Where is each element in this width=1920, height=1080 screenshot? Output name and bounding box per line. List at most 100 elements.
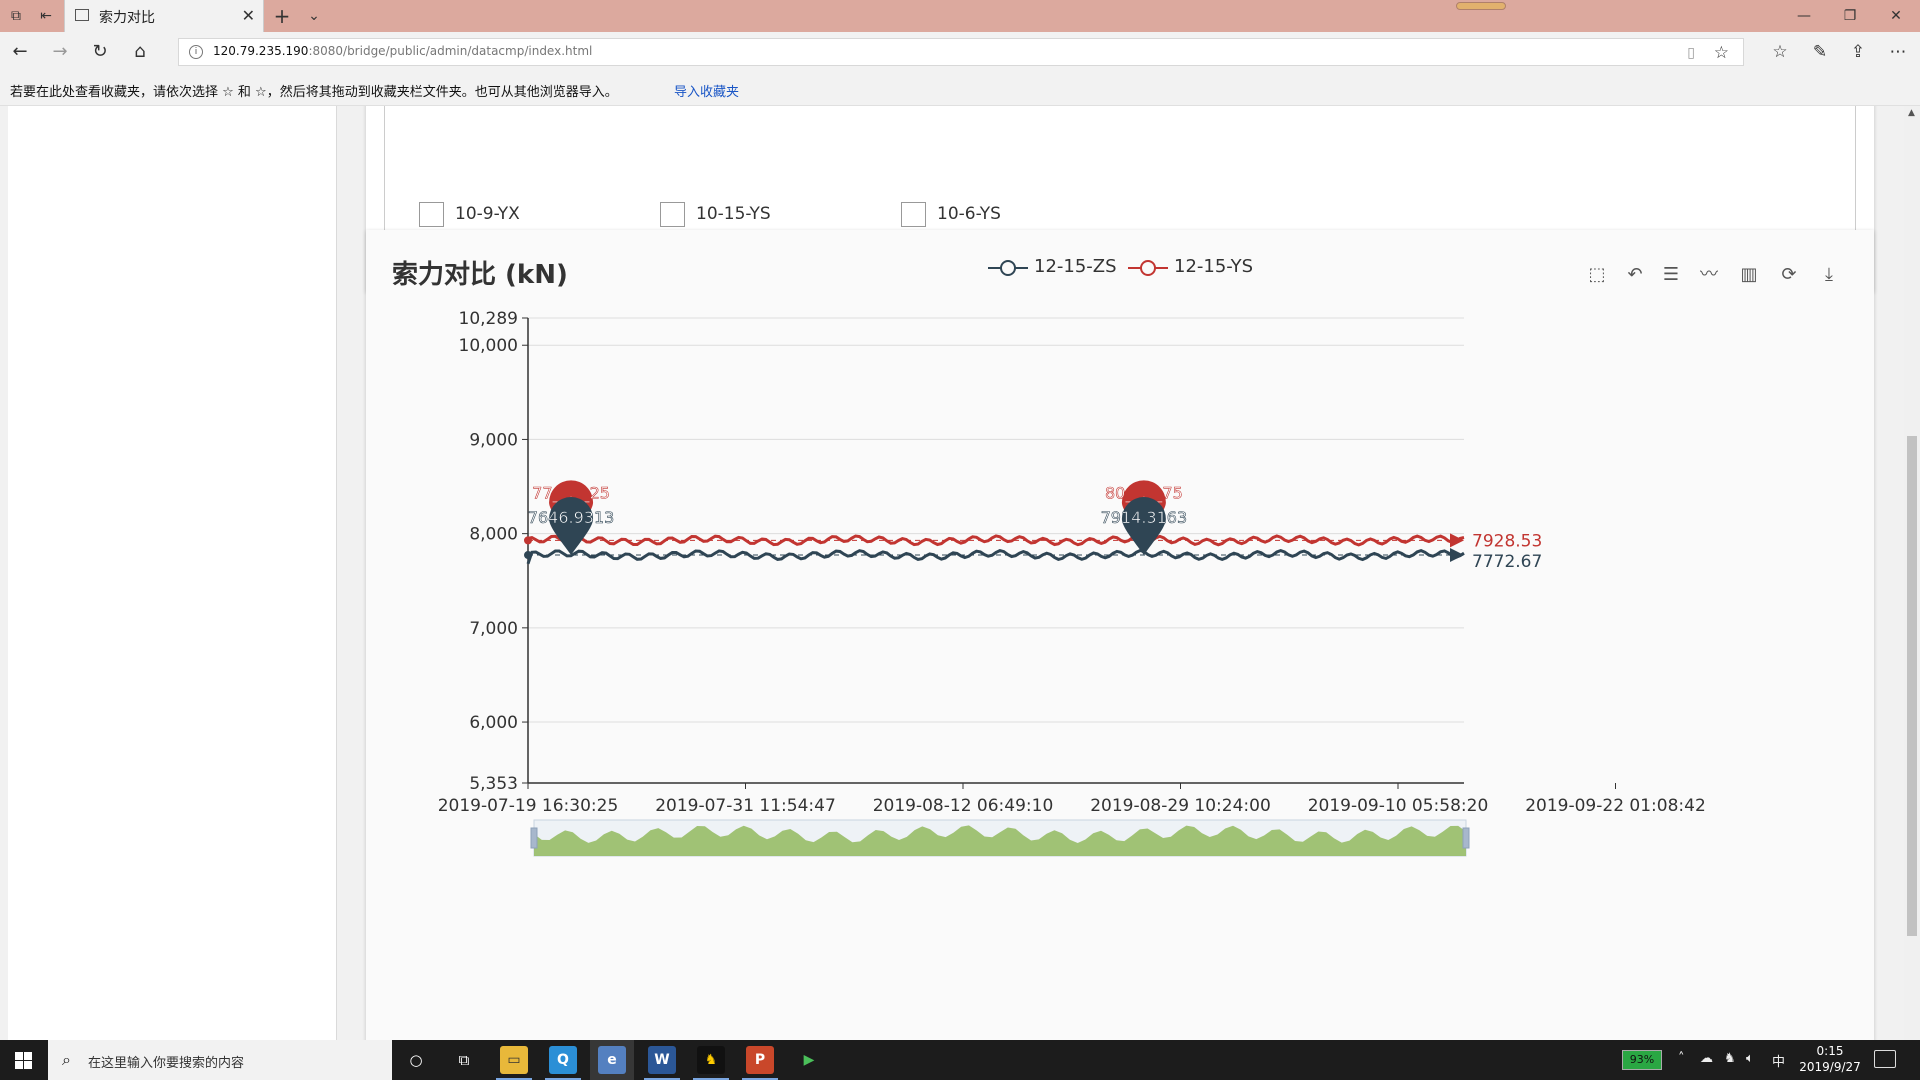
- powerpoint-icon[interactable]: P: [746, 1046, 774, 1074]
- y-tick-label: 9,000: [469, 430, 518, 450]
- close-window-button[interactable]: ✕: [1890, 8, 1902, 24]
- x-tick-label: 2019-08-12 06:49:10: [873, 796, 1054, 816]
- running-indicator: [693, 1078, 729, 1080]
- y-tick-label: 6,000: [469, 713, 518, 733]
- tab-list-button[interactable]: ⌄: [308, 8, 320, 24]
- average-value-label: 7772.67: [1472, 552, 1542, 572]
- site-info-icon[interactable]: i: [189, 45, 203, 59]
- show-hidden-icons-icon[interactable]: ˄: [1678, 1051, 1685, 1066]
- favorites-bar: 若要在此处查看收藏夹，请依次选择 ☆ 和 ☆，然后将其拖动到收藏夹栏文件夹。也可…: [0, 72, 1920, 106]
- page-content: 10-9-YX 10-15-YS 10-6-YS 5,353 6,000 7,000…: [0, 106, 1920, 1040]
- legend-symbol: [988, 260, 1028, 276]
- drag-handle[interactable]: [1456, 2, 1506, 10]
- legend-label: 12-15-YS: [1174, 256, 1254, 277]
- file-explorer-icon[interactable]: ▭: [500, 1046, 528, 1074]
- edge-icon[interactable]: e: [598, 1046, 626, 1074]
- restore-icon[interactable]: ⟳: [1781, 264, 1797, 285]
- checkbox[interactable]: [660, 202, 685, 227]
- vertical-scrollbar[interactable]: ▲: [1904, 106, 1920, 1040]
- tab-active[interactable]: 索力对比 ✕: [64, 0, 264, 32]
- checkbox-label: 10-15-YS: [696, 204, 771, 224]
- reading-view-icon[interactable]: ▯: [1687, 45, 1695, 61]
- clock[interactable]: 0:15 2019/9/27: [1790, 1043, 1870, 1075]
- line-type-icon[interactable]: 〰: [1700, 264, 1718, 285]
- forward-icon[interactable]: →: [52, 41, 68, 62]
- qq-icon[interactable]: ♞: [697, 1046, 725, 1074]
- running-indicator: [496, 1078, 532, 1080]
- data-view-icon[interactable]: ☰: [1662, 264, 1680, 285]
- start-button[interactable]: [0, 1040, 48, 1080]
- legend-label: 12-15-ZS: [1034, 256, 1117, 277]
- page-icon: [75, 9, 89, 21]
- tab-actions-icon[interactable]: ⧉: [11, 8, 21, 24]
- tab-close-icon[interactable]: ✕: [241, 6, 255, 25]
- navigation-bar: ← → ↻ ⌂ i 120.79.235.190:8080/bridge/pub…: [0, 32, 1920, 72]
- checkbox[interactable]: [901, 202, 926, 227]
- legend-symbol: [1128, 260, 1168, 276]
- pin-marker: [549, 497, 594, 556]
- task-view-icon[interactable]: ⧉: [458, 1051, 470, 1069]
- average-start-dot: [524, 551, 532, 560]
- onedrive-icon[interactable]: ☁: [1700, 1051, 1713, 1066]
- search-icon: ⌕: [62, 1050, 71, 1069]
- refresh-icon[interactable]: ↻: [92, 41, 108, 62]
- window-title-bar: ⧉ ⇤ 索力对比 ✕ + ⌄ — ❐ ✕: [0, 0, 1920, 32]
- y-tick-label: 10,289: [459, 309, 518, 329]
- datazoom-handle-right: [1462, 827, 1470, 849]
- scrollbar-thumb[interactable]: [1907, 436, 1917, 936]
- cortana-icon[interactable]: ○: [409, 1051, 423, 1069]
- home-icon[interactable]: ⌂: [134, 41, 146, 62]
- taskbar-search[interactable]: ⌕ 在这里输入你要搜索的内容: [48, 1040, 392, 1080]
- x-tick-label: 2019-07-19 16:30:25: [438, 796, 619, 816]
- favorites-hub-icon[interactable]: ☆: [1772, 42, 1788, 62]
- checkbox[interactable]: [419, 202, 444, 227]
- word-icon[interactable]: W: [648, 1046, 676, 1074]
- browser-app-icon[interactable]: Q: [549, 1046, 577, 1074]
- series-line: [527, 534, 1465, 547]
- checkbox-label: 10-6-YS: [937, 204, 1001, 224]
- speaker-icon[interactable]: 🔈︎: [1746, 1051, 1754, 1066]
- zoom-reset-icon[interactable]: ↶: [1627, 264, 1643, 285]
- clock-time: 0:15: [1816, 1044, 1844, 1058]
- address-bar[interactable]: i 120.79.235.190:8080/bridge/public/admi…: [178, 38, 1744, 66]
- x-tick-label: 2019-08-29 10:24:00: [1090, 796, 1271, 816]
- search-placeholder: 在这里输入你要搜索的内容: [88, 1056, 245, 1071]
- set-aside-tabs-icon[interactable]: ⇤: [40, 8, 52, 24]
- new-tab-button[interactable]: +: [273, 4, 291, 28]
- favorite-star-icon[interactable]: ☆: [1713, 43, 1729, 63]
- share-icon[interactable]: ⇪: [1850, 42, 1866, 62]
- more-icon[interactable]: ⋯: [1889, 42, 1907, 62]
- scroll-up-icon[interactable]: ▲: [1908, 108, 1915, 118]
- maximize-button[interactable]: ❐: [1843, 8, 1857, 24]
- pin-marker-label: 77__.__25: [532, 483, 610, 503]
- taskbar: ⌕ 在这里输入你要搜索的内容 ○ ⧉ ▭ Q e W ♞ P ▶ 93% ˄ ☁…: [0, 1040, 1920, 1080]
- average-value-label: 7928.53: [1472, 531, 1542, 551]
- chart-card: 5,353 6,000 7,000 8,000 9,000 10,000 10,289 201…: [366, 230, 1874, 1040]
- ime-indicator[interactable]: 中: [1772, 1055, 1786, 1070]
- back-icon[interactable]: ←: [12, 41, 28, 62]
- media-player-icon[interactable]: ▶: [795, 1046, 823, 1074]
- running-indicator: [545, 1078, 581, 1080]
- favorites-message: 若要在此处查看收藏夹，请依次选择 ☆ 和 ☆，然后将其拖动到收藏夹栏文件夹。也可…: [10, 85, 618, 100]
- x-tick-label: 2019-09-10 05:58:20: [1308, 796, 1489, 816]
- x-tick-label: 2019-09-22 01:08:42: [1525, 796, 1706, 816]
- line-chart[interactable]: 5,353 6,000 7,000 8,000 9,000 10,000 10,289 201…: [366, 230, 1874, 1040]
- left-sidebar: [8, 106, 337, 1040]
- average-arrow: [1450, 548, 1464, 563]
- running-indicator: [742, 1078, 778, 1080]
- datazoom-handle-left: [530, 827, 538, 849]
- zoom-select-icon[interactable]: ⬚: [1588, 264, 1606, 285]
- running-indicator: [590, 1040, 634, 1080]
- bar-type-icon[interactable]: ▥: [1740, 264, 1758, 285]
- action-center-icon[interactable]: [1874, 1050, 1896, 1068]
- battery-indicator[interactable]: 93%: [1622, 1050, 1662, 1070]
- minimize-button[interactable]: —: [1797, 8, 1811, 24]
- import-favorites-link[interactable]: 导入收藏夹: [674, 85, 740, 100]
- save-image-icon[interactable]: ⤓: [1825, 264, 1833, 285]
- qq-tray-icon[interactable]: ♞: [1724, 1051, 1736, 1066]
- tab-title: 索力对比: [99, 10, 155, 26]
- running-indicator: [644, 1078, 680, 1080]
- average-start-dot: [524, 536, 532, 545]
- chart-title: 索力对比 (kN): [392, 260, 568, 290]
- web-note-icon[interactable]: ✎: [1812, 42, 1828, 62]
